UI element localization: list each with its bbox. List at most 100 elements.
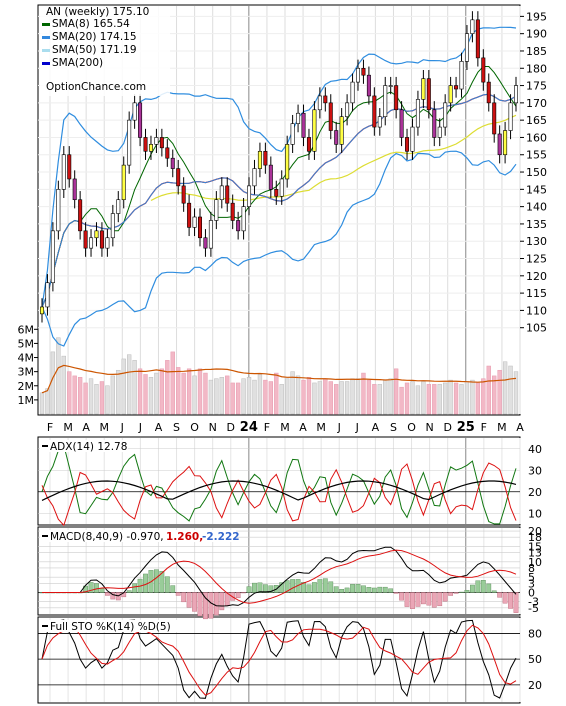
price-tick-label: 140 [526,201,547,214]
x-tick-label: M [63,421,73,434]
candle-body [94,230,99,239]
macd-histogram-bar [126,590,132,593]
macd-histogram-bar [181,592,187,603]
x-tick-label: S [173,421,180,434]
price-tick-label: 165 [526,114,547,127]
candle-body [176,168,181,187]
candle-body [127,119,132,166]
price-tick-label: 170 [526,97,547,110]
candle-body [443,102,448,128]
candle-body [72,178,77,201]
macd-histogram-bar [252,582,257,593]
volume-bar [208,379,214,415]
macd-histogram-bar [246,586,252,593]
candle-body [61,154,66,190]
minus-di-line [41,462,517,527]
candle-body [170,157,175,169]
x-tick-label: F [264,421,270,434]
candle-body [394,85,399,111]
candle-body [361,67,366,76]
candle-body [154,137,159,145]
candle-body [50,230,55,284]
volume-bar [492,375,497,415]
volume-bars [39,337,519,415]
candle-body [345,102,350,117]
x-tick-label: N [209,421,217,434]
volume-tick-label: 6M [18,323,35,336]
volume-bar [252,379,257,415]
macd-histogram-bar [459,591,464,593]
x-tick-label: J [138,421,142,434]
candle-body [268,164,273,190]
volume-bar [219,377,224,415]
macd-histogram-bar [393,592,399,594]
macd-histogram-bar [132,583,138,593]
bollinger-middle-line [41,93,517,308]
volume-bar [497,369,502,415]
volume-bar [72,375,77,415]
macd-lines [42,546,517,607]
macd-histogram-bar [322,578,328,593]
volume-bar [137,368,143,415]
candle-body [437,126,442,138]
macd-histogram-bar [94,583,99,593]
macd-histogram-bar [279,582,285,593]
candle-body [415,99,420,128]
price-grid [38,6,521,414]
candle-body [230,202,235,221]
macd-histogram-bar [404,592,410,607]
volume-bar [203,372,208,415]
macd-histogram-bar [186,592,192,608]
volume-bar [508,365,513,415]
candle-body [454,85,459,90]
candle-body [486,81,491,104]
candle-body [257,150,262,169]
volume-bar [464,381,470,415]
macd-histogram-bar [175,592,181,596]
price-tick-label: 110 [526,304,547,317]
volume-bar [295,375,301,415]
candle-body [301,112,306,138]
macd-histogram-bar [306,584,312,593]
volume-bar [415,385,421,415]
volume-bar [274,372,279,415]
volume-bar [246,377,252,415]
x-tick-label: M [497,421,507,434]
macd-histogram-bar [448,592,454,596]
volume-bar [94,384,99,415]
macd-histogram-bar [164,576,170,593]
candle-body [356,67,360,83]
indicator-tick-label: 13 [528,547,542,560]
volume-bar [154,372,159,415]
candle-body [279,178,284,197]
macd-histogram-bar [426,592,432,606]
volume-average-line [41,364,517,394]
macd-histogram-bar [415,592,421,607]
candle-body [45,282,50,308]
x-tick-label: O [407,421,416,434]
candle-body [208,220,213,249]
volume-bar [306,377,312,415]
candle-body [181,185,186,204]
volume-bar [486,365,491,415]
candle-body [67,154,72,180]
candle-body [285,144,290,180]
volume-bar [448,379,453,415]
volume-tick-label: 5M [18,337,35,350]
volume-bar [339,381,344,415]
candle-body [159,137,164,149]
volume-tick-label: 2M [18,380,35,393]
macd-histogram-bar [453,592,459,594]
candle-body [56,189,61,232]
indicator-tick-label: 10 [528,556,542,569]
volume-bar [230,382,235,415]
candle-body [388,85,393,87]
macd-histogram-bar [213,592,219,616]
volume-bar [453,382,459,415]
macd-histogram-bar [88,582,94,593]
volume-bar [285,378,290,415]
macd-histogram-bar [377,586,383,593]
adx-line [41,480,517,501]
